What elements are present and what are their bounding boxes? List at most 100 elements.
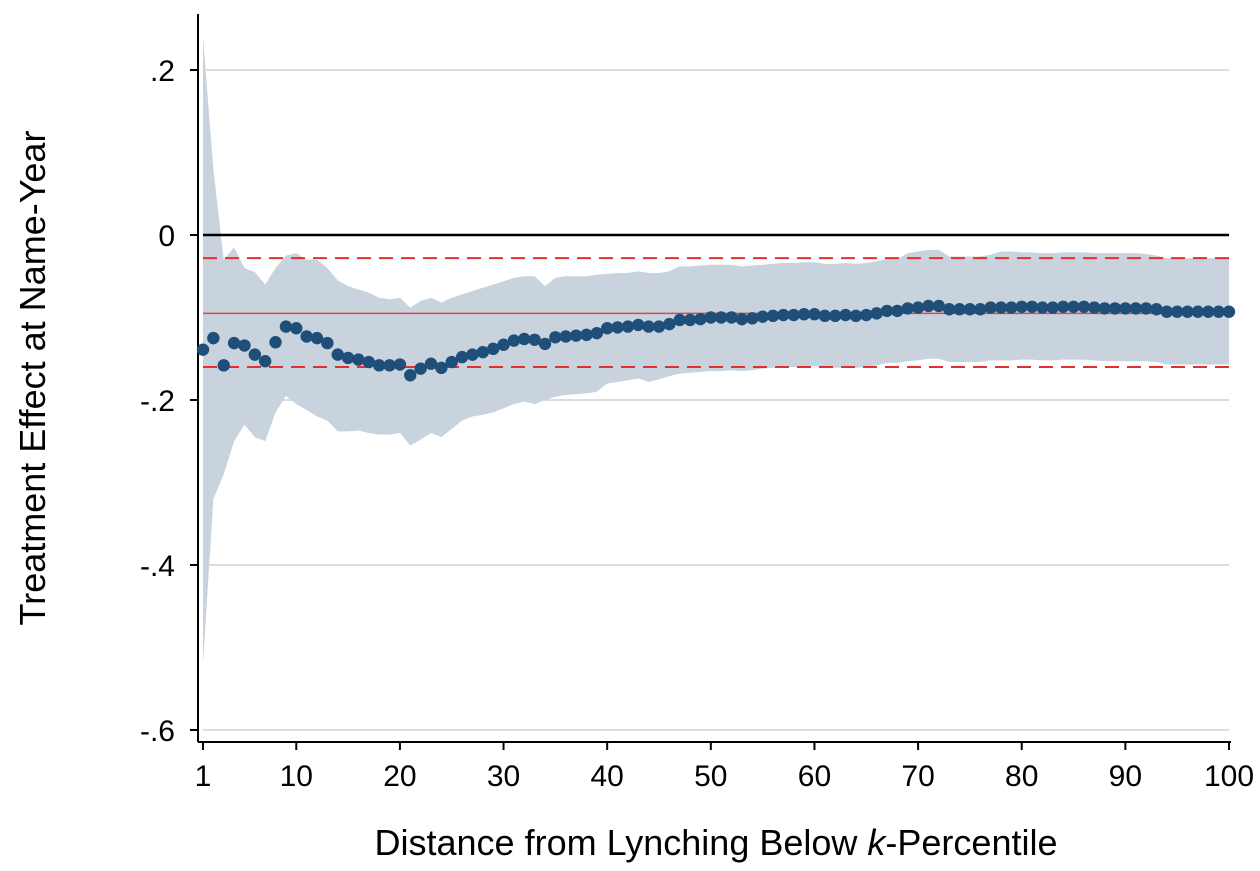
data-point-53 bbox=[735, 312, 749, 326]
data-point-76 bbox=[974, 303, 987, 316]
reference-lines bbox=[203, 233, 1229, 368]
x-tick-label-0: 1 bbox=[195, 760, 212, 793]
data-point-6 bbox=[248, 348, 262, 361]
y-axis-title: Treatment Effect at Name-Year bbox=[12, 131, 53, 626]
data-point-77 bbox=[984, 301, 997, 314]
data-point-25 bbox=[445, 355, 458, 369]
data-point-97 bbox=[1191, 305, 1205, 318]
data-point-44 bbox=[642, 320, 655, 333]
x-axis-title-part-3: -Percentile bbox=[885, 822, 1057, 863]
data-point-66 bbox=[870, 307, 883, 320]
data-point-30 bbox=[497, 338, 510, 351]
x-tick-label-2: 20 bbox=[383, 760, 416, 793]
data-point-21 bbox=[404, 369, 417, 382]
data-point-15 bbox=[341, 351, 355, 365]
x-tick-label-9: 90 bbox=[1109, 760, 1142, 793]
data-point-37 bbox=[569, 329, 583, 342]
data-point-1 bbox=[196, 343, 210, 356]
data-point-38 bbox=[580, 328, 593, 342]
data-point-19 bbox=[383, 359, 396, 372]
data-points bbox=[196, 299, 1236, 382]
data-point-65 bbox=[860, 308, 873, 322]
confidence-band-area bbox=[203, 37, 1229, 664]
data-point-22 bbox=[414, 362, 427, 375]
x-tick-label-6: 60 bbox=[798, 760, 831, 793]
y-tick-label-2: -.2 bbox=[140, 385, 175, 418]
data-point-40 bbox=[600, 322, 614, 335]
data-point-16 bbox=[352, 353, 365, 366]
data-point-58 bbox=[787, 308, 800, 322]
data-point-28 bbox=[476, 345, 490, 359]
data-point-95 bbox=[1170, 305, 1184, 318]
data-point-14 bbox=[331, 348, 344, 361]
x-tick-label-4: 40 bbox=[590, 760, 623, 793]
data-point-87 bbox=[1088, 301, 1101, 314]
data-point-74 bbox=[953, 303, 966, 316]
data-point-82 bbox=[1036, 301, 1049, 314]
data-point-48 bbox=[683, 313, 697, 327]
data-point-94 bbox=[1160, 305, 1174, 318]
data-point-35 bbox=[549, 331, 562, 344]
data-point-71 bbox=[922, 299, 935, 313]
data-point-68 bbox=[891, 304, 904, 318]
data-point-11 bbox=[300, 330, 313, 343]
data-point-17 bbox=[362, 355, 376, 369]
data-point-88 bbox=[1098, 302, 1111, 315]
x-axis-title-part-2: k bbox=[867, 822, 887, 863]
x-axis-title-part-1: Distance from Lynching Below bbox=[375, 822, 868, 863]
data-point-51 bbox=[714, 311, 728, 324]
data-point-62 bbox=[828, 309, 842, 323]
data-point-93 bbox=[1150, 303, 1163, 316]
data-point-85 bbox=[1067, 300, 1080, 313]
data-point-84 bbox=[1056, 300, 1070, 313]
y-tick-label-4: -.6 bbox=[140, 715, 175, 748]
axes bbox=[190, 14, 1231, 750]
x-tick-label-10: 100 bbox=[1204, 760, 1254, 793]
data-point-55 bbox=[756, 310, 769, 323]
data-point-34 bbox=[538, 337, 552, 351]
data-point-27 bbox=[466, 348, 479, 361]
data-point-56 bbox=[766, 309, 780, 323]
y-tick-label-1: 0 bbox=[158, 220, 175, 253]
data-point-39 bbox=[590, 326, 604, 340]
data-point-13 bbox=[321, 336, 334, 350]
data-point-98 bbox=[1202, 305, 1215, 318]
data-point-90 bbox=[1119, 302, 1132, 315]
data-point-18 bbox=[372, 359, 386, 372]
data-point-43 bbox=[632, 318, 645, 332]
y-tick-label-0: .2 bbox=[150, 55, 175, 88]
data-point-79 bbox=[1005, 301, 1018, 314]
data-point-72 bbox=[932, 299, 946, 313]
data-point-52 bbox=[725, 311, 738, 324]
data-point-60 bbox=[808, 308, 821, 321]
data-point-50 bbox=[704, 311, 718, 324]
data-point-23 bbox=[424, 357, 438, 370]
x-tick-label-8: 80 bbox=[1005, 760, 1038, 793]
data-point-29 bbox=[486, 342, 500, 356]
data-point-96 bbox=[1181, 305, 1194, 318]
data-point-67 bbox=[880, 304, 894, 318]
data-point-42 bbox=[621, 320, 635, 333]
data-point-3 bbox=[217, 359, 230, 372]
data-point-4 bbox=[227, 336, 241, 350]
data-point-91 bbox=[1129, 302, 1142, 315]
data-point-24 bbox=[435, 361, 448, 375]
data-point-73 bbox=[942, 303, 956, 316]
data-point-9 bbox=[279, 320, 293, 333]
x-tick-label-1: 10 bbox=[280, 760, 313, 793]
data-point-33 bbox=[528, 333, 541, 346]
tick-labels: .2 0 -.2 -.4 -.6 1 10 20 30 40 50 60 70 80 90 100 bbox=[140, 55, 1254, 793]
data-point-26 bbox=[455, 350, 469, 364]
data-point-57 bbox=[777, 308, 790, 322]
data-point-49 bbox=[694, 312, 707, 326]
x-tick-label-5: 50 bbox=[694, 760, 727, 793]
data-point-81 bbox=[1025, 300, 1039, 313]
x-tick-label-7: 70 bbox=[901, 760, 934, 793]
data-point-100 bbox=[1222, 305, 1236, 318]
data-point-78 bbox=[994, 301, 1008, 314]
data-point-32 bbox=[518, 332, 531, 346]
data-point-99 bbox=[1212, 305, 1225, 318]
data-point-45 bbox=[652, 320, 666, 333]
data-point-12 bbox=[310, 331, 324, 345]
